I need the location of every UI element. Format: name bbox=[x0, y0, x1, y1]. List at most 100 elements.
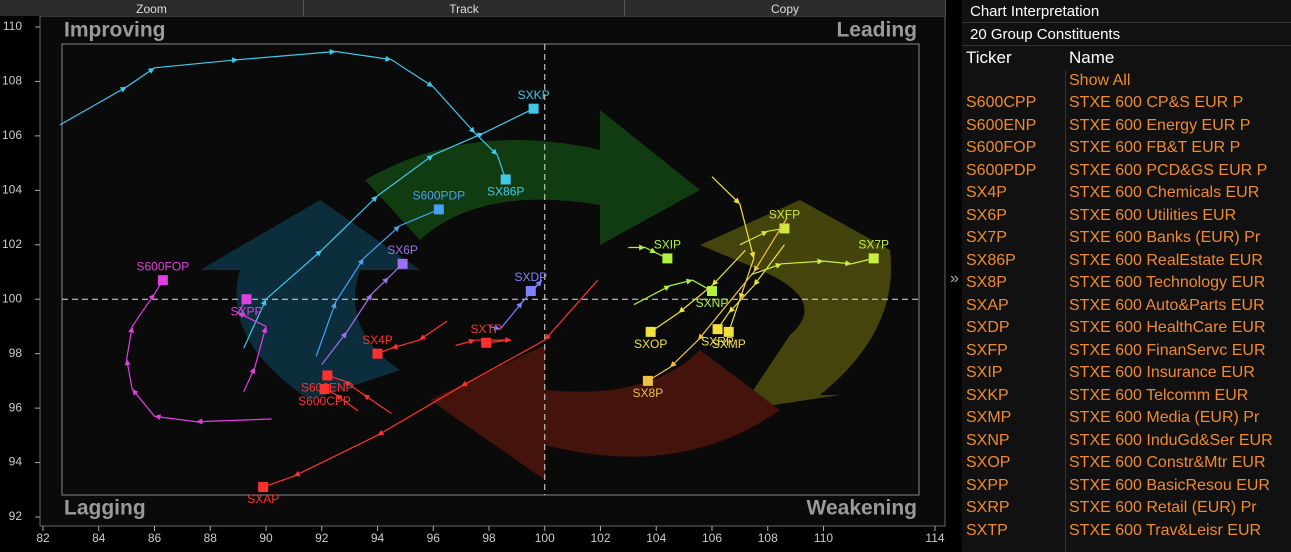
trail-arrow bbox=[505, 337, 512, 344]
trail-arrow bbox=[329, 49, 336, 55]
ticker-cell: S600PDP bbox=[966, 161, 1037, 179]
constituent-row[interactable]: SX86P STXE 600 RealEstate EUR bbox=[962, 250, 1291, 272]
x-tick-label: 92 bbox=[315, 531, 329, 545]
constituent-row[interactable]: S600CPP STXE 600 CP&S EUR P bbox=[962, 92, 1291, 114]
constituent-row[interactable]: SXKP STXE 600 Telcomm EUR bbox=[962, 385, 1291, 407]
ticker-cell: SXAP bbox=[966, 296, 1009, 314]
constituent-row[interactable]: SX4P STXE 600 Chemicals EUR bbox=[962, 182, 1291, 204]
name-cell: STXE 600 Energy EUR P bbox=[1069, 116, 1251, 134]
constituent-row[interactable]: S600ENP STXE 600 Energy EUR P bbox=[962, 115, 1291, 137]
trail-arrow bbox=[128, 326, 135, 333]
end-point bbox=[723, 326, 734, 337]
trail-arrow bbox=[293, 470, 301, 477]
constituent-row[interactable]: SX7P STXE 600 Banks (EUR) Pr bbox=[962, 227, 1291, 249]
end-point bbox=[662, 253, 673, 264]
trail-arrow bbox=[649, 247, 657, 254]
trail-arrow bbox=[344, 380, 351, 387]
trail-arrow bbox=[678, 306, 686, 313]
trail-arrow bbox=[490, 148, 498, 155]
end-point bbox=[528, 103, 539, 114]
end-point bbox=[707, 286, 717, 297]
trail bbox=[717, 244, 785, 330]
name-cell: STXE 600 PCD&GS EUR P bbox=[1069, 161, 1268, 179]
end-point bbox=[372, 348, 383, 359]
x-tick-label: 100 bbox=[535, 531, 555, 545]
x-tick-label: 102 bbox=[590, 531, 610, 545]
constituent-row[interactable]: SXAP STXE 600 Auto&Parts EUR bbox=[962, 295, 1291, 317]
trail-arrow bbox=[393, 225, 400, 232]
series-label: SXTP bbox=[471, 322, 502, 336]
constituent-row[interactable]: SXMP STXE 600 Media (EUR) Pr bbox=[962, 407, 1291, 429]
constituent-row[interactable]: SXOP STXE 600 Constr&Mtr EUR bbox=[962, 452, 1291, 474]
trail-arrow bbox=[544, 333, 551, 341]
constituent-row[interactable]: SXRP STXE 600 Retail (EUR) Pr bbox=[962, 497, 1291, 519]
x-tick-label: 104 bbox=[646, 531, 666, 545]
x-tick-label: 96 bbox=[427, 531, 441, 545]
constituent-row[interactable]: SXFP STXE 600 FinanServc EUR bbox=[962, 340, 1291, 362]
series-label: S600CPP bbox=[298, 394, 351, 408]
ticker-cell: S600FOP bbox=[966, 139, 1037, 156]
name-cell: STXE 600 Insurance EUR bbox=[1069, 364, 1255, 381]
x-tick-label: 98 bbox=[482, 531, 496, 545]
end-point bbox=[157, 275, 168, 286]
end-point bbox=[319, 384, 330, 395]
trail-arrow bbox=[426, 154, 434, 161]
constituent-row[interactable]: SXPP STXE 600 BasicResou EUR bbox=[962, 475, 1291, 497]
trail bbox=[455, 339, 512, 347]
constituent-row[interactable]: S600PDP STXE 600 PCD&GS EUR P bbox=[962, 160, 1291, 182]
series-label: SXIP bbox=[654, 238, 681, 252]
trail bbox=[126, 279, 272, 423]
series-label: SXKP bbox=[518, 88, 550, 102]
ticker-cell: SXDP bbox=[966, 319, 1010, 336]
name-cell: STXE 600 Chemicals EUR bbox=[1069, 184, 1260, 201]
trail-arrow bbox=[468, 338, 476, 345]
y-tick-label: 92 bbox=[9, 509, 23, 523]
name-cell: STXE 600 Trav&Leisr EUR bbox=[1069, 521, 1262, 539]
collapse-toggle[interactable]: » bbox=[950, 270, 959, 287]
constituent-row[interactable]: SX6P STXE 600 Utilities EUR bbox=[962, 205, 1291, 227]
rotation-arrows bbox=[200, 110, 892, 480]
y-tick-label: 106 bbox=[2, 128, 22, 142]
ticker-cell: SXTP bbox=[966, 521, 1008, 539]
trail-arrow bbox=[753, 279, 760, 286]
trail-arrow bbox=[749, 251, 756, 259]
zoom-button[interactable]: Zoom bbox=[0, 0, 304, 16]
end-point bbox=[500, 174, 511, 185]
name-cell: STXE 600 Retail (EUR) Pr bbox=[1069, 499, 1257, 516]
trail-arrow bbox=[733, 197, 740, 204]
trail bbox=[750, 257, 874, 276]
name-cell: STXE 600 HealthCare EUR bbox=[1069, 319, 1266, 336]
ticker-cell: SXRP bbox=[966, 499, 1010, 516]
trail bbox=[59, 50, 507, 180]
ticker-cell: S600ENP bbox=[966, 116, 1037, 134]
quadrant-label: Leading bbox=[836, 19, 917, 42]
x-tick-label: 82 bbox=[36, 531, 50, 545]
constituent-row[interactable]: SXTP STXE 600 Trav&Leisr EUR bbox=[962, 520, 1291, 542]
trail-arrow bbox=[535, 280, 542, 287]
trail-arrow bbox=[817, 258, 824, 265]
trail-arrow bbox=[712, 279, 719, 286]
trail-arrow bbox=[119, 86, 127, 93]
trail-arrow bbox=[426, 81, 434, 87]
constituent-row[interactable]: SXDP STXE 600 HealthCare EUR bbox=[962, 317, 1291, 339]
trail bbox=[377, 320, 448, 355]
trail bbox=[647, 217, 788, 382]
x-tick-label: 106 bbox=[702, 531, 722, 545]
y-tick-label: 110 bbox=[3, 19, 22, 33]
ticker-cell: S600CPP bbox=[966, 94, 1037, 111]
constituent-row[interactable]: SX8P STXE 600 Technology EUR bbox=[962, 272, 1291, 294]
constituent-row[interactable]: S600FOP STXE 600 FB&T EUR P bbox=[962, 137, 1291, 159]
trail bbox=[711, 176, 755, 333]
constituent-row[interactable]: SXIP STXE 600 Insurance EUR bbox=[962, 362, 1291, 384]
x-tick-label: 88 bbox=[204, 531, 218, 545]
trail-arrow bbox=[330, 301, 337, 309]
track-button[interactable]: Track bbox=[304, 0, 625, 16]
end-point bbox=[397, 258, 408, 269]
constituent-row[interactable]: SXNP STXE 600 InduGd&Ser EUR bbox=[962, 430, 1291, 452]
trail-arrow bbox=[761, 231, 768, 237]
series-label: SXPP bbox=[230, 304, 262, 318]
x-tick-label: 94 bbox=[371, 531, 385, 545]
copy-button[interactable]: Copy bbox=[625, 0, 946, 16]
series-label: SXDP bbox=[514, 270, 547, 284]
trail bbox=[321, 263, 404, 365]
